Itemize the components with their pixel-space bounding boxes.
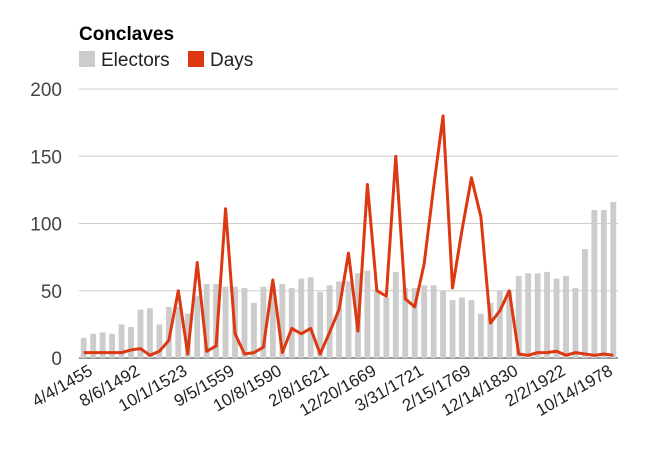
y-tick-label: 100	[30, 215, 62, 236]
electors-bar	[525, 273, 532, 358]
electors-bar	[411, 288, 418, 358]
electors-bar	[241, 288, 248, 358]
electors-bar	[402, 288, 409, 358]
y-axis: 0 50 100 150 200	[30, 80, 62, 370]
electors-bar	[600, 210, 607, 358]
electors-bar	[563, 275, 569, 358]
electors-bar	[326, 285, 333, 358]
electors-bar	[109, 333, 116, 358]
electors-bar	[515, 275, 522, 358]
electors-bar	[468, 300, 475, 358]
electors-bar	[487, 302, 494, 358]
legend-label-electors: Electors	[101, 50, 170, 71]
electors-bar	[610, 201, 617, 358]
electors-bars	[80, 201, 617, 358]
electors-bar	[430, 285, 437, 358]
y-tick-label: 50	[41, 282, 62, 303]
electors-bar	[553, 278, 560, 358]
electors-bar	[260, 286, 267, 358]
electors-bar	[544, 271, 551, 358]
legend-swatch-electors	[79, 51, 95, 67]
legend: Electors Days	[79, 50, 253, 71]
legend-swatch-days	[188, 51, 204, 67]
electors-bar	[156, 324, 163, 358]
y-tick-label: 200	[30, 80, 62, 101]
electors-bar	[506, 290, 513, 358]
electors-bar	[534, 273, 541, 358]
electors-bar	[279, 284, 286, 358]
electors-bar	[203, 284, 210, 358]
electors-bar	[440, 290, 446, 358]
electors-bar	[364, 270, 371, 358]
electors-bar	[383, 297, 390, 358]
electors-bar	[307, 277, 314, 358]
electors-bar	[222, 286, 229, 358]
electors-bar	[90, 333, 97, 358]
electors-bar	[288, 288, 295, 358]
y-tick-label: 150	[30, 147, 62, 168]
electors-bar	[137, 309, 144, 358]
electors-bar	[128, 327, 134, 358]
electors-bar	[99, 332, 106, 358]
electors-bar	[496, 290, 503, 358]
electors-bar	[373, 289, 380, 358]
electors-bar	[317, 292, 324, 358]
electors-bar	[213, 284, 220, 358]
days-line	[83, 114, 614, 357]
electors-bar	[581, 249, 588, 358]
electors-bar	[146, 308, 153, 358]
electors-bar	[336, 281, 342, 358]
electors-bar	[459, 297, 465, 358]
electors-bar	[477, 313, 484, 358]
electors-bar	[449, 300, 456, 358]
electors-bar	[421, 285, 428, 358]
electors-bar	[194, 296, 201, 358]
electors-bar	[80, 337, 87, 358]
electors-bar	[184, 313, 191, 358]
electors-bar	[298, 278, 305, 358]
y-tick-label: 0	[51, 349, 62, 370]
electors-bar	[175, 306, 182, 358]
electors-bar	[269, 286, 276, 358]
electors-bar	[572, 288, 579, 358]
electors-bar	[345, 281, 352, 358]
chart-title: Conclaves	[79, 24, 174, 45]
electors-bar	[165, 306, 172, 358]
electors-bar	[118, 324, 125, 358]
x-axis: 4/4/14558/6/149210/1/15239/5/155910/8/15…	[29, 361, 616, 420]
electors-bar	[591, 210, 598, 358]
electors-bar	[251, 302, 257, 358]
electors-bar	[392, 271, 399, 358]
legend-label-days: Days	[210, 50, 253, 71]
